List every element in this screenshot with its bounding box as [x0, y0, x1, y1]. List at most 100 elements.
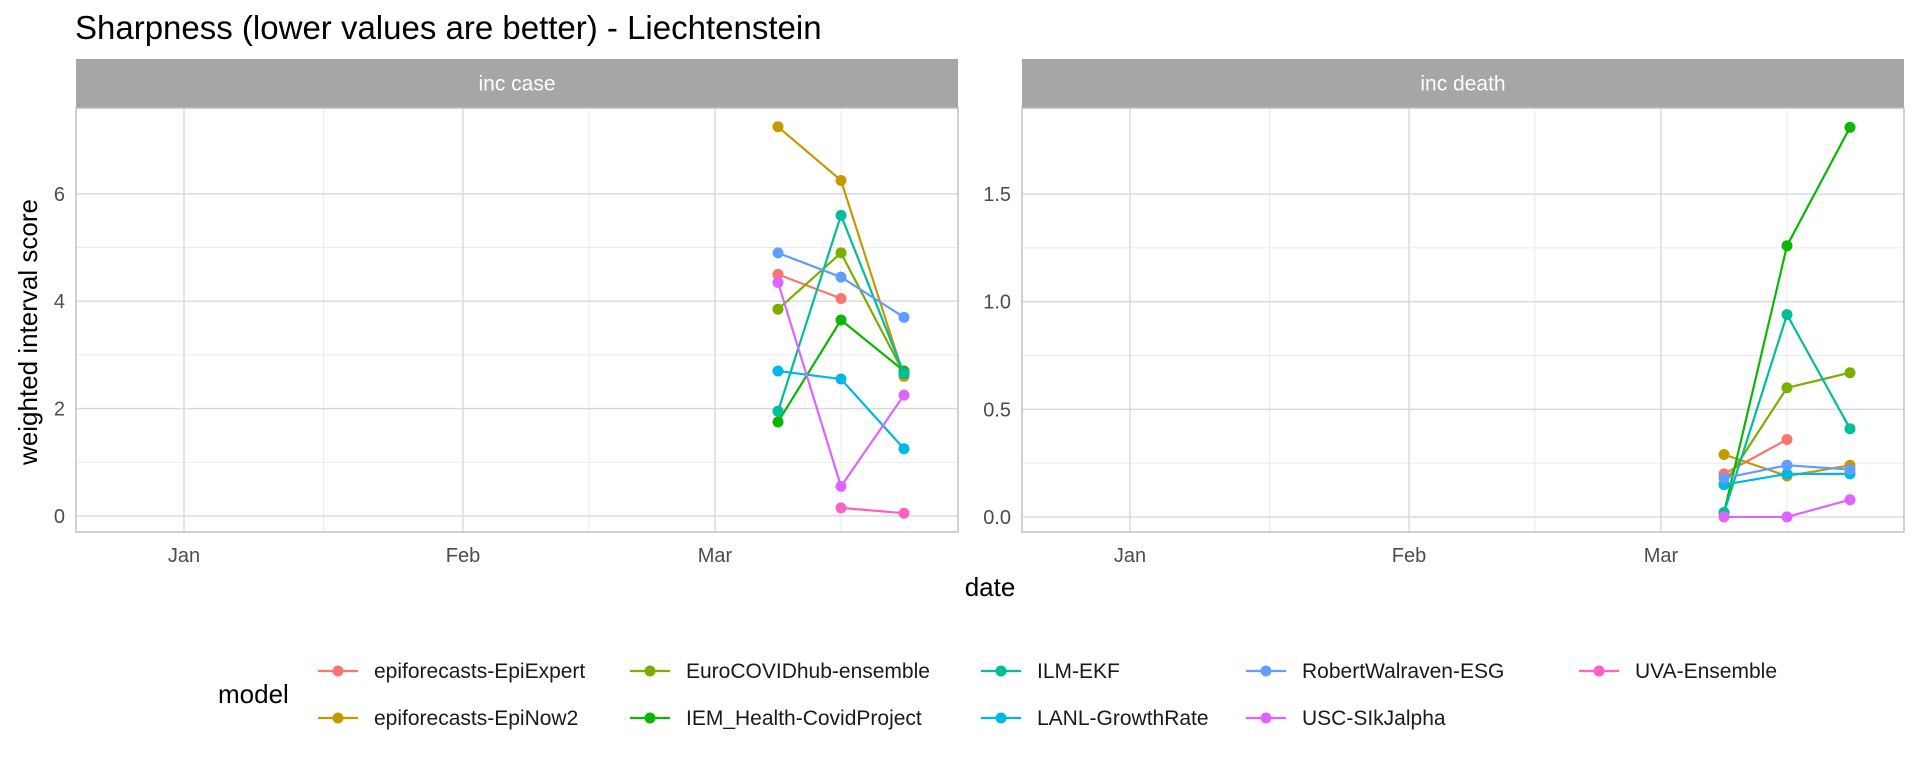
series-line-segment — [840, 252, 905, 375]
facet-panels: inc case 0 2 4 6 Jan Feb Mar inc death 0.0 0.5 1.0 1… — [54, 59, 1905, 567]
data-point — [898, 368, 910, 380]
series-line-segment — [776, 282, 843, 487]
series-RobertWalraven-ESG — [772, 247, 910, 323]
data-point — [835, 502, 847, 514]
series-line-segment — [840, 276, 905, 319]
series-USC-SIkJalpha — [1718, 494, 1856, 523]
data-point — [1781, 240, 1793, 252]
legend-key-point — [644, 712, 656, 724]
data-point — [772, 303, 784, 315]
legend-item: RobertWalraven-ESG — [1246, 660, 1504, 683]
facet-strip-label: inc death — [1420, 73, 1505, 96]
data-point — [1781, 459, 1793, 471]
data-point — [898, 311, 910, 323]
series-epiforecasts-EpiNow2 — [772, 121, 910, 382]
data-point — [1718, 449, 1730, 461]
legend-key-point — [332, 665, 344, 677]
x-tick-label: Jan — [168, 545, 200, 567]
series-line-segment — [1723, 472, 1788, 486]
data-point — [1781, 382, 1793, 394]
data-point — [835, 373, 847, 385]
facet-strip — [1022, 59, 1904, 108]
legend-title: model — [218, 679, 289, 709]
data-point — [835, 293, 847, 305]
data-point — [1844, 367, 1856, 379]
legend-key-point — [995, 665, 1007, 677]
series-line-segment — [776, 215, 843, 412]
series-line-segment — [777, 319, 842, 423]
data-point — [898, 389, 910, 401]
series-line-segment — [1723, 464, 1788, 480]
legend-label: epiforecasts-EpiExpert — [374, 660, 585, 683]
series-line-segment — [777, 251, 842, 279]
data-point — [1781, 511, 1793, 523]
plot-background — [76, 108, 958, 532]
series-line-segment — [1786, 498, 1851, 518]
legend-item: epiforecasts-EpiExpert — [318, 660, 585, 683]
series-line-segment — [840, 506, 905, 515]
data-point — [835, 247, 847, 259]
legend-label: ILM-EKF — [1037, 660, 1120, 683]
x-tick-label: Feb — [1392, 545, 1426, 567]
legend-item: UVA-Ensemble — [1579, 660, 1777, 683]
series-line-segment — [840, 394, 905, 488]
legend: model epiforecasts-EpiExpert epiforecasts… — [218, 660, 1777, 730]
y-axis-title: weighted interval score — [13, 199, 43, 466]
legend-key-point — [1260, 712, 1272, 724]
series-line-segment — [1786, 371, 1851, 389]
y-tick-label: 0.5 — [983, 399, 1011, 421]
legend-item: epiforecasts-EpiNow2 — [318, 707, 578, 730]
data-point — [1718, 511, 1730, 523]
data-point — [898, 443, 910, 455]
series-line-segment — [1722, 314, 1789, 513]
legend-item: ILM-EKF — [981, 660, 1120, 683]
legend-item: IEM_Health-CovidProject — [630, 707, 922, 730]
data-point — [772, 405, 784, 417]
series-line-segment — [1786, 464, 1851, 471]
legend-key-point — [1593, 665, 1605, 677]
legend-label: LANL-GrowthRate — [1037, 707, 1209, 730]
facet-strip-label: inc case — [478, 73, 555, 96]
series-line-segment — [1722, 245, 1789, 513]
series-line-segment — [1786, 126, 1851, 247]
series-line-segment — [1786, 314, 1851, 430]
y-tick-label: 0.0 — [983, 507, 1011, 529]
data-point — [1844, 121, 1856, 133]
panel-border — [1021, 107, 1905, 533]
facet-panel-2: inc death 0.0 0.5 1.0 1.5 Jan Feb Mar — [983, 59, 1905, 567]
data-point — [835, 480, 847, 492]
series-line-segment — [840, 319, 905, 372]
series-line-segment — [839, 214, 906, 375]
y-tick-label: 1.5 — [983, 184, 1011, 206]
x-tick-label: Jan — [1114, 545, 1146, 567]
series-epiforecasts-EpiExpert — [772, 268, 847, 305]
legend-label: epiforecasts-EpiNow2 — [374, 707, 578, 730]
series-line-segment — [777, 252, 842, 311]
series-line-segment — [839, 180, 906, 377]
data-point — [1781, 468, 1793, 480]
data-point — [772, 416, 784, 428]
series-line-segment — [777, 125, 842, 182]
facet-strip — [76, 59, 958, 108]
legend-item: EuroCOVIDhub-ensemble — [630, 660, 930, 683]
x-tick-label: Mar — [1644, 545, 1679, 567]
series-LANL-GrowthRate — [772, 365, 910, 455]
series-ILM-EKF — [772, 209, 910, 417]
y-tick-label: 2 — [54, 399, 65, 421]
legend-key-point — [332, 712, 344, 724]
data-point — [898, 507, 910, 519]
plot-background — [1022, 108, 1904, 532]
series-UVA-Ensemble — [835, 502, 910, 519]
data-point — [772, 365, 784, 377]
legend-item: LANL-GrowthRate — [981, 707, 1209, 730]
y-tick-label: 6 — [54, 184, 65, 206]
legend-label: EuroCOVIDhub-ensemble — [686, 660, 930, 683]
series-line-segment — [840, 378, 905, 450]
series-line-segment — [777, 369, 842, 381]
legend-key-point — [644, 665, 656, 677]
y-tick-label: 4 — [54, 291, 65, 313]
data-point — [772, 247, 784, 259]
data-point — [1844, 494, 1856, 506]
series-group — [772, 121, 910, 519]
